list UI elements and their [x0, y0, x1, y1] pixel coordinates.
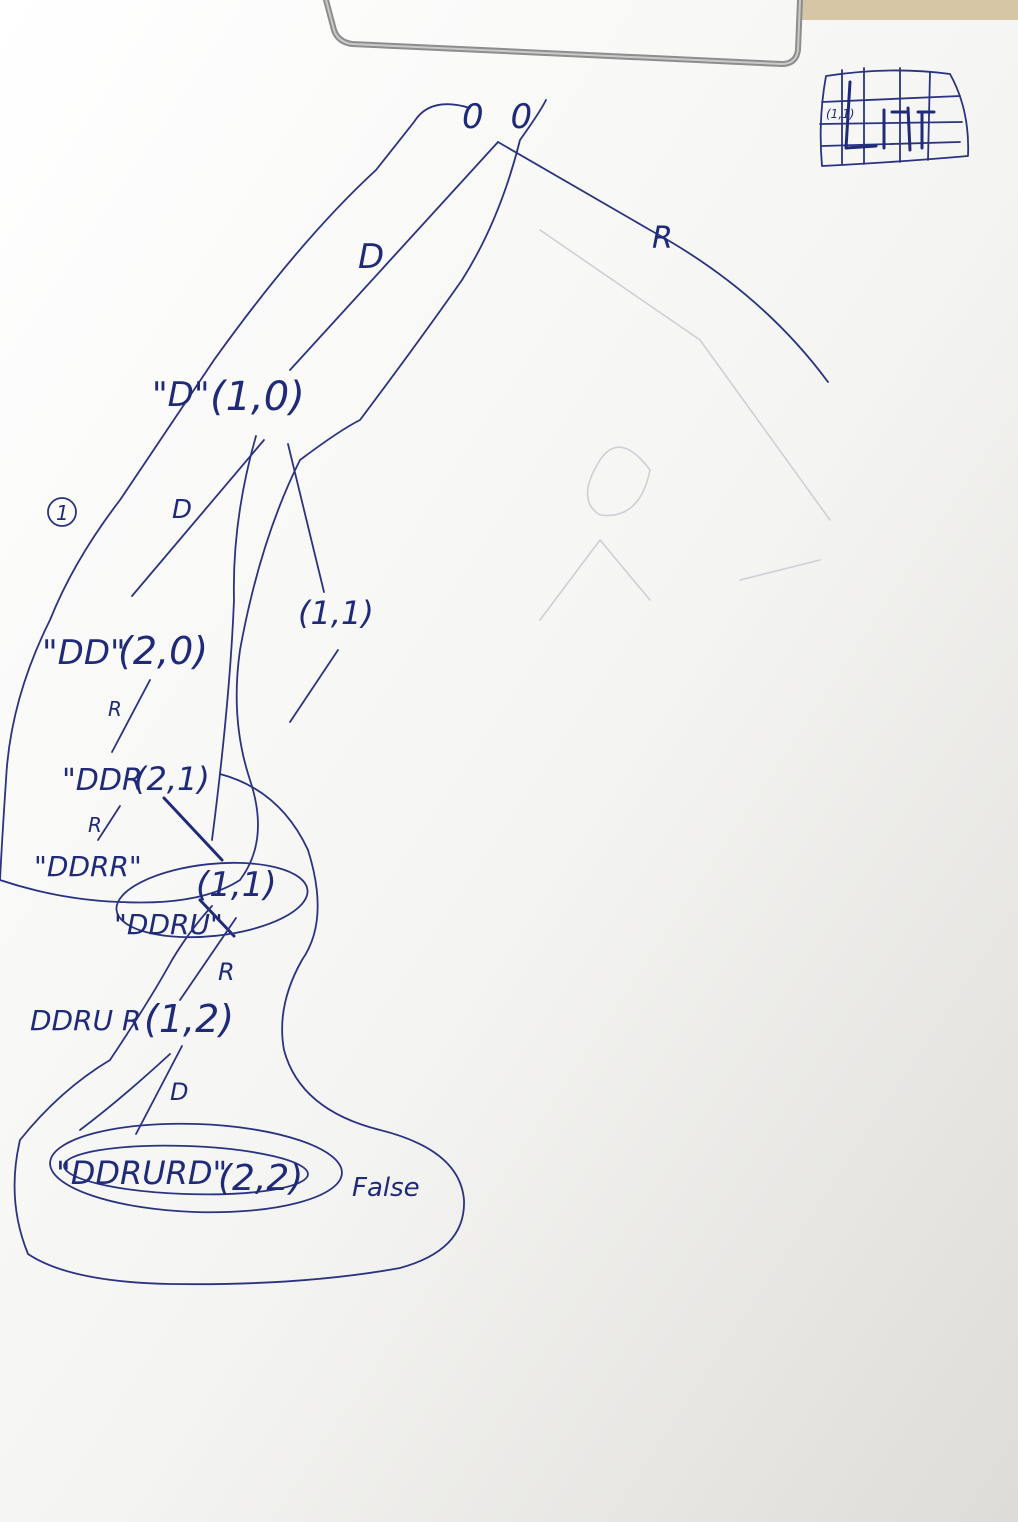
edge-ddr-right [97, 805, 121, 841]
tree-nodes: 0 0 "D" (1,0) (1,1) "DD" (2,0) "DDR (2,1… [30, 97, 540, 1203]
node-final-result: False [352, 1173, 420, 1203]
node-ddrur-coord: (1,2) [144, 997, 234, 1041]
node-ddrur-path: DDRU R [30, 1004, 141, 1037]
clipboard-clip-icon [323, 0, 1018, 68]
node-ddr-path: "DDR [62, 763, 143, 798]
node-d-coord: (1,0) [210, 374, 305, 420]
edge-ddr-cross [162, 796, 224, 862]
edge-n11-stub [289, 649, 339, 723]
edge-label-root-right: R [652, 221, 673, 256]
loop-final-outer [49, 1122, 343, 1214]
edge-labels: D R D R R R D [88, 221, 673, 1106]
edge-label-ddrur-down: D [170, 1078, 188, 1106]
loop-path-highlight [0, 99, 547, 904]
erased-marks [539, 229, 831, 621]
edge-label-n10-down: D [172, 495, 192, 525]
edge-dd-right [111, 679, 151, 753]
inset-grid-sketch: (1,1) [819, 67, 970, 167]
edge-n10-right [287, 443, 325, 593]
node-dd-coord: (2,0) [118, 629, 208, 673]
root-node: 0 0 [462, 97, 540, 137]
node-ddr-coord: (2,1) [134, 760, 210, 798]
loop-cycle-node [115, 861, 309, 939]
node-dd-path: "DD" [42, 633, 126, 673]
step-marker: 1 [47, 497, 77, 527]
edge-label-root-down: D [358, 237, 384, 277]
node-final-path: "DDRURD" [56, 1154, 227, 1192]
enclosing-loops [0, 99, 547, 1286]
edge-root-down [289, 141, 499, 371]
edge-n10-down [131, 439, 265, 597]
node-side-coord: (1,1) [298, 594, 374, 632]
edge-ddrur-down [135, 1045, 183, 1135]
edge-label-ddru-right: R [218, 958, 235, 986]
node-cycle-coord: (1,1) [196, 865, 277, 905]
edge-label-dd-right: R [108, 697, 122, 721]
node-ddru-path: "DDRU" [114, 908, 223, 941]
node-final-coord: (2,2) [218, 1158, 303, 1199]
node-ddrr-path: "DDRR" [34, 850, 142, 883]
edge-n10-long [211, 435, 257, 841]
edge-ddrur-faint [79, 1053, 171, 1131]
edge-ddru-right [179, 917, 237, 1001]
inset-grid-label: (1,1) [826, 107, 854, 121]
tree-edges [79, 141, 829, 1135]
edge-label-ddr-right: R [88, 813, 102, 837]
node-d-path: "D" [152, 375, 209, 415]
edge-root-right [497, 141, 829, 383]
loop-cycle-region [13, 773, 465, 1286]
step-marker-label: 1 [56, 501, 69, 525]
loop-final-inner [63, 1144, 309, 1196]
